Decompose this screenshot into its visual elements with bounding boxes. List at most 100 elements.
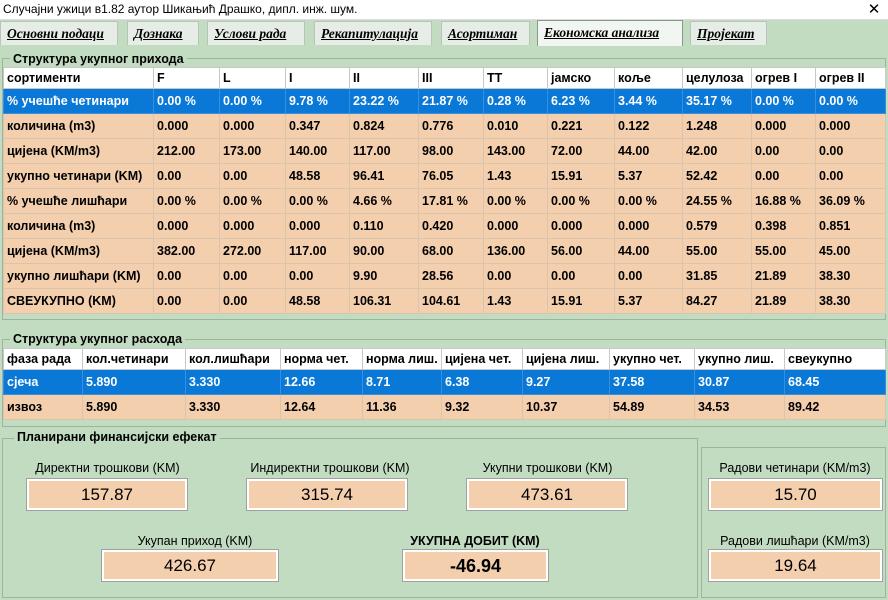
tab-osnovni-podaci[interactable]: Основни подаци <box>0 21 118 45</box>
table-cell[interactable]: 3.330 <box>185 369 281 395</box>
table-cell[interactable]: 0.00 % <box>815 88 886 114</box>
column-header[interactable]: L <box>219 67 286 89</box>
table-cell[interactable]: 10.37 <box>522 394 610 420</box>
table-cell[interactable]: 5.890 <box>82 369 186 395</box>
table-cell[interactable]: 0.00 <box>815 138 886 164</box>
table-cell[interactable]: 9.27 <box>522 369 610 395</box>
table-cell[interactable]: 31.85 <box>682 263 752 289</box>
table-cell[interactable]: 72.00 <box>547 138 615 164</box>
table-cell[interactable]: 38.30 <box>815 288 886 314</box>
column-header[interactable]: огрев II <box>815 67 886 89</box>
table-cell[interactable]: 0.851 <box>815 213 886 239</box>
table-cell[interactable]: 104.61 <box>418 288 484 314</box>
table-cell[interactable]: 0.28 % <box>483 88 548 114</box>
table-cell[interactable]: 84.27 <box>682 288 752 314</box>
row-label-cell[interactable]: цијена (KM/m3) <box>3 138 154 164</box>
table-cell[interactable]: 0.000 <box>547 213 615 239</box>
row-label-cell[interactable]: СВЕУКУПНО (KM) <box>3 288 154 314</box>
table-cell[interactable]: 117.00 <box>285 238 350 264</box>
table-cell[interactable]: 0.00 % <box>219 88 286 114</box>
table-cell[interactable]: 8.71 <box>362 369 442 395</box>
table-cell[interactable]: 52.42 <box>682 163 752 189</box>
table-cell[interactable]: 0.347 <box>285 113 350 139</box>
table-cell[interactable]: 136.00 <box>483 238 548 264</box>
column-header[interactable]: фаза рада <box>3 348 83 370</box>
table-cell[interactable]: 68.45 <box>784 369 886 395</box>
table-cell[interactable]: 0.00 % <box>547 188 615 214</box>
row-label-cell[interactable]: укупно лишћари (KM) <box>3 263 154 289</box>
table-cell[interactable]: 0.00 <box>219 288 286 314</box>
table-cell[interactable]: 0.00 <box>153 263 220 289</box>
column-header[interactable]: цијена чет. <box>441 348 523 370</box>
table-cell[interactable]: 4.66 % <box>349 188 419 214</box>
table-cell[interactable]: 0.579 <box>682 213 752 239</box>
table-cell[interactable]: 24.55 % <box>682 188 752 214</box>
table-cell[interactable]: 3.330 <box>185 394 281 420</box>
tab-projekat[interactable]: Пројекат <box>690 21 767 45</box>
column-header[interactable]: огрев I <box>751 67 816 89</box>
table-row[interactable]: % учешће четинари 0.00 % 0.00 % 9.78 % 23.22… <box>3 88 886 114</box>
table-cell[interactable]: 12.66 <box>280 369 363 395</box>
table-cell[interactable]: 45.00 <box>815 238 886 264</box>
table-row[interactable]: извоз 5.890 3.330 12.64 11.36 9.32 10.37 54.89 3… <box>3 394 886 420</box>
column-header[interactable]: F <box>153 67 220 89</box>
table-cell[interactable]: 0.010 <box>483 113 548 139</box>
table-cell[interactable]: 106.31 <box>349 288 419 314</box>
table-cell[interactable]: 0.000 <box>483 213 548 239</box>
table-cell[interactable]: 36.09 % <box>815 188 886 214</box>
table-cell[interactable]: 76.05 <box>418 163 484 189</box>
column-header[interactable]: II <box>349 67 419 89</box>
table-cell[interactable]: 17.81 % <box>418 188 484 214</box>
column-header[interactable]: целулоза <box>682 67 752 89</box>
table-cell[interactable]: 0.00 <box>815 163 886 189</box>
table-row[interactable]: количина (m3) 0.000 0.000 0.000 0.110 0.420 0.… <box>3 213 886 239</box>
tab-rekapitulacija[interactable]: Рекапитулација <box>314 21 432 45</box>
table-cell[interactable]: 5.37 <box>614 163 683 189</box>
table-cell[interactable]: 90.00 <box>349 238 419 264</box>
table-row[interactable]: цијена (KM/m3) 382.00 272.00 117.00 90.00 68.… <box>3 238 886 264</box>
table-cell[interactable]: 0.00 <box>751 163 816 189</box>
column-header[interactable]: норма лиш. <box>362 348 442 370</box>
column-header[interactable]: I <box>285 67 350 89</box>
table-cell[interactable]: 54.89 <box>609 394 695 420</box>
table-cell[interactable]: 0.00 % <box>614 188 683 214</box>
table-cell[interactable]: 0.00 <box>285 263 350 289</box>
row-label-cell[interactable]: сјеча <box>3 369 83 395</box>
table-cell[interactable]: 0.00 <box>483 263 548 289</box>
table-cell[interactable]: 21.89 <box>751 263 816 289</box>
table-cell[interactable]: 0.000 <box>815 113 886 139</box>
row-label-cell[interactable]: количина (m3) <box>3 213 154 239</box>
table-cell[interactable]: 30.87 <box>694 369 785 395</box>
table-cell[interactable]: 68.00 <box>418 238 484 264</box>
column-header[interactable]: укупно чет. <box>609 348 695 370</box>
table-cell[interactable]: 117.00 <box>349 138 419 164</box>
table-cell[interactable]: 0.000 <box>219 213 286 239</box>
table-cell[interactable]: 44.00 <box>614 138 683 164</box>
table-cell[interactable]: 9.32 <box>441 394 523 420</box>
table-cell[interactable]: 0.00 <box>219 263 286 289</box>
table-cell[interactable]: 9.78 % <box>285 88 350 114</box>
table-row[interactable]: % учешће лишћари 0.00 % 0.00 % 0.00 % 4.66 %… <box>3 188 886 214</box>
table-cell[interactable]: 0.00 % <box>285 188 350 214</box>
table-cell[interactable]: 55.00 <box>751 238 816 264</box>
table-cell[interactable]: 272.00 <box>219 238 286 264</box>
row-label-cell[interactable]: извоз <box>3 394 83 420</box>
row-label-cell[interactable]: цијена (KM/m3) <box>3 238 154 264</box>
table-cell[interactable]: 38.30 <box>815 263 886 289</box>
table-cell[interactable]: 0.00 % <box>153 188 220 214</box>
table-cell[interactable]: 56.00 <box>547 238 615 264</box>
table-cell[interactable]: 15.91 <box>547 163 615 189</box>
row-label-cell[interactable]: укупно четинари (KM) <box>3 163 154 189</box>
table-cell[interactable]: 9.90 <box>349 263 419 289</box>
table-cell[interactable]: 0.00 <box>547 263 615 289</box>
table-cell[interactable]: 12.64 <box>280 394 363 420</box>
table-cell[interactable]: 23.22 % <box>349 88 419 114</box>
table-cell[interactable]: 42.00 <box>682 138 752 164</box>
table-cell[interactable]: 0.00 % <box>483 188 548 214</box>
table-cell[interactable]: 0.000 <box>285 213 350 239</box>
column-header[interactable]: норма чет. <box>280 348 363 370</box>
column-header[interactable]: укупно лиш. <box>694 348 785 370</box>
table-cell[interactable]: 5.890 <box>82 394 186 420</box>
table-cell[interactable]: 0.00 <box>751 138 816 164</box>
tab-doznaka[interactable]: Дознака <box>127 21 199 45</box>
